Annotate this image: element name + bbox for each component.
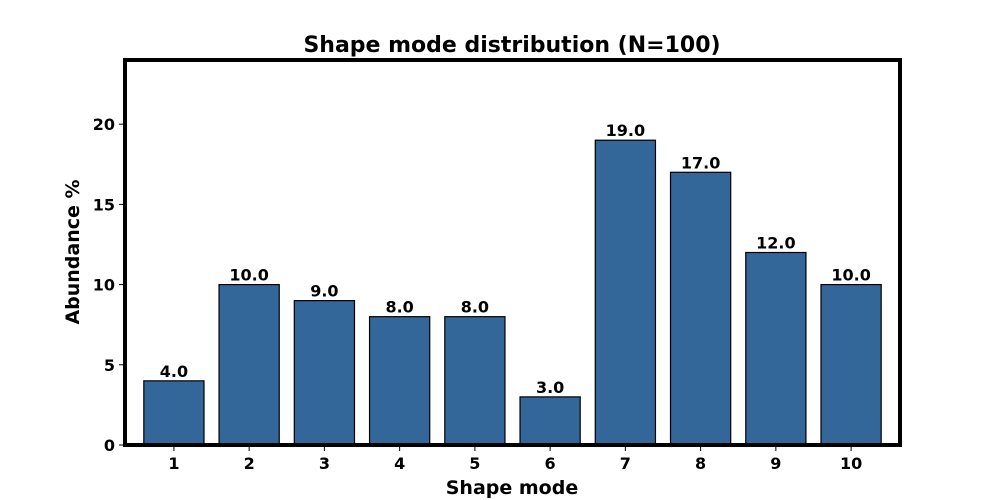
bar-5 <box>444 316 506 446</box>
bar-4 <box>368 316 431 446</box>
data-label-6: 3.0 <box>536 378 564 397</box>
bar-2 <box>218 283 280 446</box>
y-tick-label-20: 20 <box>93 115 115 134</box>
bar-6 <box>519 396 581 446</box>
data-label-8: 17.0 <box>681 153 720 172</box>
data-label-2: 10.0 <box>229 266 268 285</box>
chart-title: Shape mode distribution (N=100) <box>303 33 720 58</box>
x-axis-label: Shape mode <box>446 477 578 499</box>
x-tick-label-8: 8 <box>695 454 706 473</box>
y-tick-label-10: 10 <box>93 276 115 295</box>
x-tick-label-5: 5 <box>469 454 480 473</box>
y-axis-label: Abundance % <box>62 179 84 324</box>
x-tick-label-7: 7 <box>620 454 631 473</box>
data-label-4: 8.0 <box>385 298 413 317</box>
x-tick-label-10: 10 <box>840 454 862 473</box>
y-tick-label-0: 0 <box>104 436 115 455</box>
x-tick-label-4: 4 <box>394 454 405 473</box>
plot-frame <box>123 58 902 447</box>
data-label-3: 9.0 <box>310 282 338 301</box>
data-label-1: 4.0 <box>160 362 188 381</box>
bars-group <box>143 139 882 446</box>
x-tick-label-6: 6 <box>545 454 556 473</box>
data-label-5: 8.0 <box>461 298 489 317</box>
bar-3 <box>293 300 356 446</box>
bar-9 <box>745 251 807 446</box>
y-tick-label-5: 5 <box>104 356 115 375</box>
bar-8 <box>669 171 732 446</box>
x-axis-ticks: 1 2 3 4 5 6 7 8 9 10 <box>168 445 862 473</box>
data-labels-group: 4.0 10.0 9.0 8.0 8.0 3.0 19.0 17.0 12.0 10.0 <box>160 121 871 397</box>
bar-1 <box>143 380 205 446</box>
bar-7 <box>594 139 657 446</box>
y-tick-label-15: 15 <box>93 195 115 214</box>
y-axis-ticks: 0 5 10 15 20 <box>93 115 125 455</box>
x-tick-label-1: 1 <box>168 454 179 473</box>
x-tick-label-9: 9 <box>770 454 781 473</box>
bar-10 <box>820 283 882 446</box>
x-tick-label-3: 3 <box>319 454 330 473</box>
data-label-9: 12.0 <box>756 234 795 253</box>
data-label-7: 19.0 <box>606 121 645 140</box>
x-tick-label-2: 2 <box>244 454 255 473</box>
data-label-10: 10.0 <box>831 266 870 285</box>
